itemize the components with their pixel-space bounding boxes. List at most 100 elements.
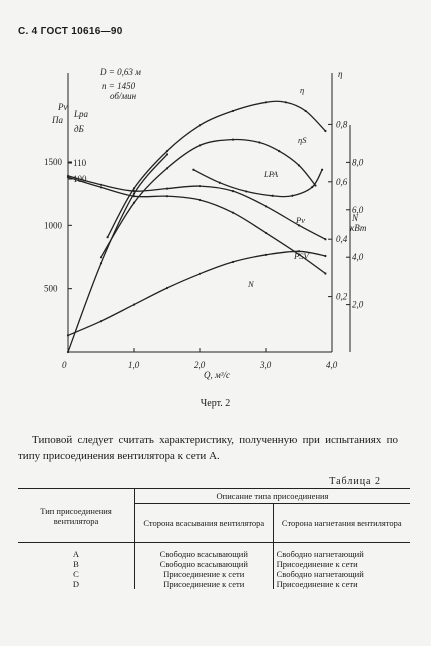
y-left-tick-label: 500 xyxy=(44,284,58,294)
point-n xyxy=(99,320,103,323)
point-system xyxy=(99,262,103,265)
y-eta-tick-label: 0,2 xyxy=(336,292,348,302)
y-power-tick-label: 8,0 xyxy=(352,157,364,167)
point-lpa xyxy=(192,168,195,171)
fan-characteristic-chart: 0 1,0 2,0 3,0 4,0500100015001001100,20,40,60… xyxy=(44,67,367,380)
point-psv xyxy=(66,176,70,179)
point-eta xyxy=(106,236,109,239)
y-power-tick-label: 4,0 xyxy=(352,252,364,262)
series-label-psv: PSV xyxy=(293,251,310,261)
col-type-header: Тип присоединения вентилятора xyxy=(18,488,135,543)
x-axis-label: Q, м³/с xyxy=(204,370,230,380)
series-label-lpa: LPA xyxy=(263,169,279,179)
point-n xyxy=(132,303,136,306)
series-label-eta: η xyxy=(300,85,304,95)
y-left-tick-label: 1000 xyxy=(44,220,63,230)
eta-axis-label: η xyxy=(338,69,343,79)
point-lpa xyxy=(271,194,274,197)
curve-pv xyxy=(67,175,326,240)
point-eta xyxy=(198,124,202,127)
curve-system xyxy=(67,153,168,353)
left-axis-label-lpa: Lpa xyxy=(73,109,89,119)
group-header: Описание типа присоединения xyxy=(134,488,410,504)
curve-eta-s xyxy=(100,138,317,258)
point-pv xyxy=(198,184,202,188)
figure-caption: Черт. 2 xyxy=(200,398,231,409)
point-psv xyxy=(198,198,202,202)
point-eta xyxy=(284,101,287,104)
point-eta-s xyxy=(258,141,261,144)
y-power-tick-label: 6,0 xyxy=(352,205,364,215)
curve-lpa xyxy=(193,169,323,198)
point-psv xyxy=(324,272,327,275)
table-row: B Свободно всасывающий Присоединение к с… xyxy=(18,559,410,569)
point-n xyxy=(198,272,202,275)
body-paragraph: Типовой следует считать характеристику, … xyxy=(18,434,398,462)
col-suction-header: Сторона всасывания вентилятора xyxy=(134,503,274,543)
left-axis-label-pv: Pv xyxy=(57,102,68,112)
point-psv xyxy=(165,195,169,198)
point-eta-s xyxy=(278,150,281,153)
chart-axes xyxy=(67,73,351,353)
power-axis-label: N xyxy=(351,213,359,223)
point-eta xyxy=(264,101,268,104)
x-tick-label: 0 xyxy=(62,360,67,370)
page-header: С. 4 ГОСТ 10616—90 xyxy=(18,26,123,37)
curve-n xyxy=(67,250,326,337)
point-system xyxy=(165,153,169,156)
annotation-diameter: D = 0,63 м xyxy=(99,67,141,77)
y-power-tick-label: 2,0 xyxy=(352,300,364,310)
annotation-speed: n = 1450 xyxy=(102,81,136,91)
point-n xyxy=(297,250,301,253)
point-eta-s xyxy=(198,144,202,147)
point-psv xyxy=(231,211,235,214)
point-eta xyxy=(324,129,327,133)
curve-eta xyxy=(107,100,326,238)
point-system xyxy=(66,350,70,354)
table-row: C Присоединение к сети Свободно нагнетаю… xyxy=(18,569,410,579)
point-lpa xyxy=(311,185,314,189)
point-n xyxy=(264,253,268,256)
point-eta xyxy=(304,109,307,113)
y-eta-tick-label: 0,8 xyxy=(336,119,348,129)
y-eta-tick-label: 0,4 xyxy=(336,234,348,244)
chart-curves xyxy=(66,100,327,354)
table-row: D Присоединение к сети Присоединение к с… xyxy=(18,579,410,589)
power-axis-unit: кВт xyxy=(350,223,367,233)
point-lpa xyxy=(321,168,324,171)
point-psv xyxy=(264,231,268,235)
y-left-tick-label: 1500 xyxy=(44,157,63,167)
chart-ticks: 0 1,0 2,0 3,0 4,0500100015001001100,20,40,60… xyxy=(44,119,364,370)
table-caption: Таблица 2 xyxy=(329,476,381,487)
x-tick-label: 2,0 xyxy=(194,360,206,370)
annotation-speed-unit: об/мин xyxy=(110,91,137,101)
point-eta-s xyxy=(297,164,301,167)
point-n xyxy=(66,334,70,337)
point-lpa xyxy=(218,181,221,184)
point-eta-s xyxy=(165,167,169,170)
point-pv xyxy=(99,183,103,186)
point-eta xyxy=(165,150,169,153)
left-axis-unit-db: дБ xyxy=(74,124,85,134)
connection-types-table: Тип присоединения вентилятора Описание т… xyxy=(18,488,410,589)
point-pv xyxy=(231,190,235,193)
point-n xyxy=(165,286,169,290)
point-lpa xyxy=(245,190,248,193)
point-n xyxy=(231,260,235,264)
left-axis-unit-pa: Па xyxy=(51,115,63,125)
x-tick-label: 3,0 xyxy=(259,360,272,370)
point-eta-s xyxy=(314,184,317,187)
x-tick-label: 4,0 xyxy=(326,360,338,370)
point-system xyxy=(132,192,136,195)
point-pv xyxy=(297,224,301,227)
y-eta-tick-label: 0,6 xyxy=(336,177,348,187)
table-row: A Свободно всасывающий Свободно нагнетаю… xyxy=(18,549,410,559)
point-eta xyxy=(231,109,235,113)
point-lpa xyxy=(291,194,294,197)
series-label-n: N xyxy=(247,279,255,289)
point-n xyxy=(324,254,327,258)
point-pv xyxy=(165,187,169,190)
point-eta xyxy=(132,187,136,190)
x-tick-label: 1,0 xyxy=(128,360,140,370)
